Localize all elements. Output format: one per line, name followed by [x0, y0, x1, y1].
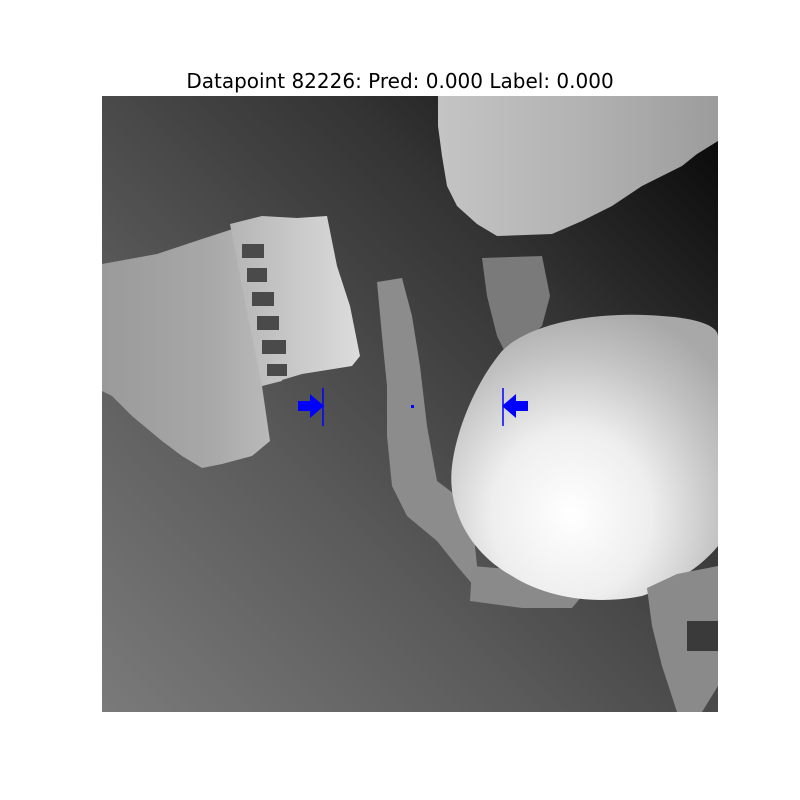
- curved-strip: [377, 278, 477, 586]
- center-gray-bar: [482, 256, 550, 356]
- left-arrow-icon: [502, 394, 528, 418]
- grasp-marker-left: [298, 388, 324, 426]
- left-object: [102, 223, 282, 468]
- grasp-center-point: [411, 405, 414, 408]
- top-object: [438, 96, 718, 236]
- grasp-marker-right: [502, 388, 528, 426]
- gear-teeth: [242, 244, 287, 376]
- figure-title: Datapoint 82226: Pred: 0.000 Label: 0.00…: [186, 69, 614, 93]
- depth-image-canvas: [102, 96, 718, 712]
- bottom-right-strip: [647, 566, 718, 712]
- depth-image: [102, 96, 718, 712]
- white-blob: [451, 314, 718, 600]
- right-arrow-icon: [298, 394, 324, 418]
- bottom-right-dark-patch: [687, 621, 718, 651]
- lower-gray-base: [470, 566, 582, 608]
